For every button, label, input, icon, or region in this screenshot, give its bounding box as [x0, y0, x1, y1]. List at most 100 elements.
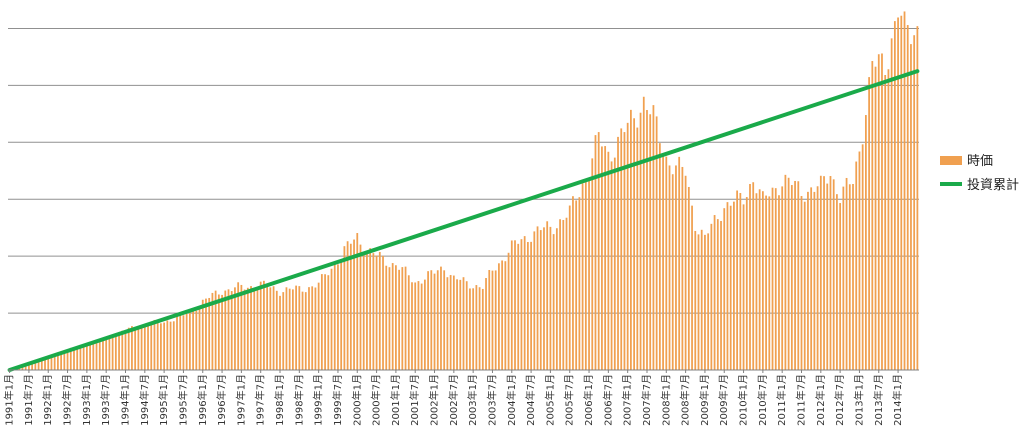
- bar: [282, 292, 285, 370]
- bar: [279, 295, 281, 370]
- bar: [565, 217, 568, 370]
- bar: [349, 243, 352, 370]
- bar: [684, 175, 687, 370]
- bar: [378, 251, 381, 370]
- bar: [675, 165, 677, 370]
- bar: [227, 289, 230, 370]
- bar: [131, 326, 133, 370]
- bar: [790, 185, 793, 370]
- bar: [346, 241, 349, 370]
- x-tick-label: 1992年7月: [61, 374, 74, 426]
- bar: [452, 275, 455, 370]
- bar: [311, 286, 314, 370]
- bar: [787, 177, 790, 370]
- bar: [726, 202, 729, 370]
- bar: [559, 219, 561, 370]
- bar: [906, 25, 909, 371]
- bar: [678, 156, 681, 370]
- bar: [63, 351, 66, 370]
- bar: [275, 290, 278, 370]
- bar: [498, 263, 500, 370]
- bar: [288, 288, 291, 370]
- x-tick-label: 2006年1月: [582, 374, 595, 426]
- x-tick-label: 1992年1月: [41, 374, 54, 426]
- bar: [443, 270, 446, 370]
- bar: [813, 191, 816, 370]
- bar: [272, 286, 275, 370]
- x-tick-label: 2011年7月: [795, 374, 808, 426]
- bar: [723, 208, 726, 370]
- bar: [591, 158, 594, 370]
- x-tick-label: 2001年7月: [408, 374, 421, 426]
- bar: [514, 240, 516, 370]
- bar: [462, 277, 465, 370]
- bar: [601, 146, 603, 370]
- bar: [324, 274, 326, 370]
- x-tick-labels: 1991年1月 1991年7月 1992年1月 1992年7月 1993年1月 1993年…: [3, 374, 904, 426]
- bar: [398, 269, 401, 370]
- bar: [630, 109, 632, 371]
- bar: [108, 336, 111, 370]
- bar: [259, 281, 262, 370]
- bar: [85, 345, 88, 370]
- bar: [414, 282, 417, 370]
- bar: [626, 122, 629, 370]
- bar: [613, 157, 616, 370]
- bar: [436, 270, 439, 370]
- bar: [897, 17, 899, 370]
- bar: [700, 229, 703, 370]
- x-tick-label: 1997年7月: [254, 374, 267, 426]
- bar: [768, 196, 771, 370]
- x-tick-label: 1995年1月: [157, 374, 170, 426]
- bar: [160, 323, 162, 370]
- bar: [694, 230, 697, 370]
- bar: [185, 313, 188, 370]
- bar: [89, 344, 91, 370]
- x-tick-label: 2013年7月: [872, 374, 885, 426]
- bar: [205, 298, 207, 370]
- bar: [494, 270, 497, 370]
- bar: [143, 324, 146, 370]
- x-tick-label: 1993年7月: [99, 374, 112, 426]
- bar: [330, 268, 333, 370]
- bar: [887, 69, 890, 371]
- bar: [543, 227, 545, 370]
- bar: [37, 359, 40, 370]
- bar: [871, 61, 874, 370]
- bar: [359, 244, 362, 370]
- bar: [176, 316, 178, 370]
- bar: [536, 226, 539, 370]
- bar: [407, 275, 410, 370]
- bar: [285, 287, 288, 370]
- x-tick-label: 2009年7月: [717, 374, 730, 426]
- bar: [198, 306, 201, 370]
- bar: [729, 205, 732, 370]
- bar: [356, 233, 359, 370]
- bar: [826, 183, 829, 370]
- bar: [745, 197, 748, 370]
- bar: [607, 151, 610, 370]
- bar: [575, 200, 578, 370]
- bar: [874, 66, 877, 371]
- x-tick-label: 1993年1月: [80, 374, 93, 426]
- bar: [549, 226, 552, 370]
- bar: [829, 176, 832, 370]
- bar: [662, 154, 664, 370]
- x-tick-label: 2006年7月: [601, 374, 614, 426]
- bar: [327, 275, 330, 370]
- bar: [40, 358, 43, 370]
- bar: [192, 309, 194, 370]
- bar: [92, 341, 95, 370]
- bar: [388, 267, 391, 370]
- bar: [530, 241, 532, 370]
- bar: [697, 234, 700, 370]
- bar: [28, 363, 30, 370]
- bar: [57, 353, 59, 370]
- bar: [243, 289, 246, 370]
- bar: [807, 191, 809, 370]
- bar: [60, 352, 63, 370]
- x-tick-label: 2014年1月: [891, 374, 904, 426]
- bar: [819, 175, 822, 370]
- x-tick-label: 1997年1月: [234, 374, 247, 426]
- bar: [752, 182, 755, 370]
